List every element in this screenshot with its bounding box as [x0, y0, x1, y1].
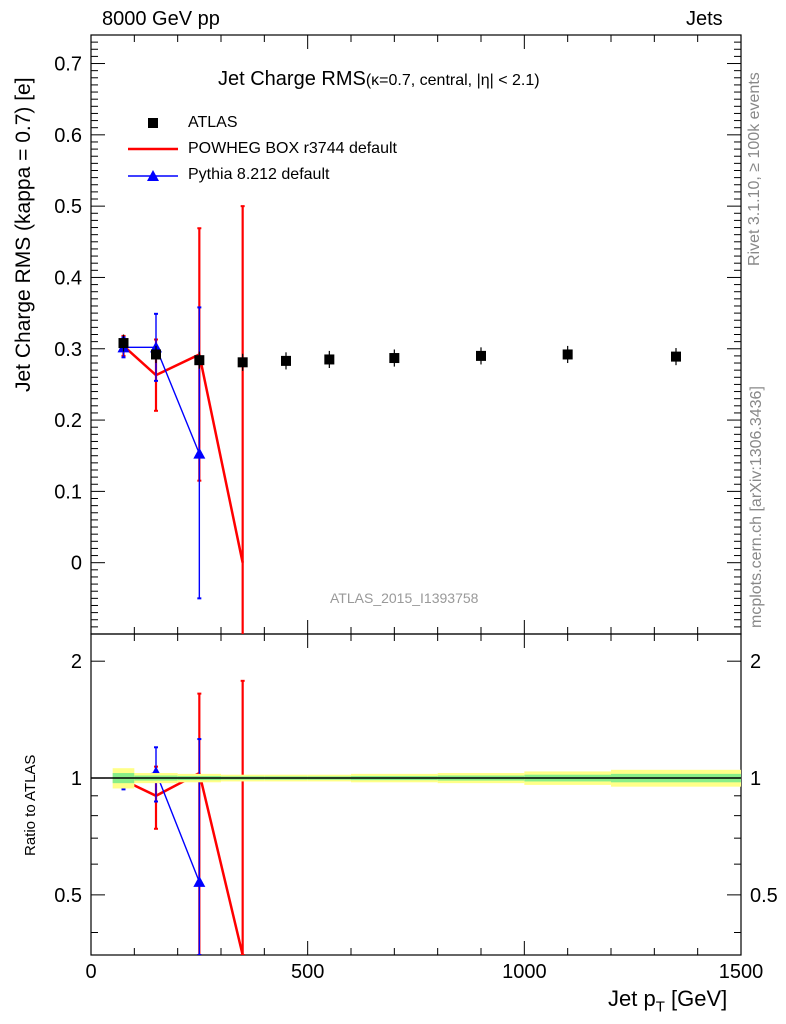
atlas-marker	[237, 357, 248, 368]
ratio-y-tick-label-right: 2	[750, 651, 761, 673]
ratio-frame	[90, 633, 742, 956]
atlas-marker	[671, 351, 681, 362]
y-tick-label: 0.7	[54, 54, 82, 76]
category-label: Jets	[686, 8, 723, 30]
atlas-marker	[151, 349, 161, 360]
atlas-marker	[324, 354, 335, 365]
analysis-watermark: ATLAS_2015_I1393758	[330, 590, 479, 606]
x-tick-label: 1500	[719, 961, 764, 983]
pythia-line	[123, 346, 200, 454]
x-tick-label: 0	[85, 961, 96, 983]
atlas-marker	[281, 355, 291, 366]
y-tick-label: 0.1	[54, 481, 82, 503]
atlas-marker	[389, 353, 400, 364]
legend-label-powheg: POWHEG BOX r3744 default	[188, 140, 397, 157]
ratio-y-tick-label-right: 0.5	[750, 885, 778, 907]
atlas-marker	[118, 338, 129, 349]
mcplots-label: mcplots.cern.ch [arXiv:1306.3436]	[748, 386, 765, 628]
powheg-ratio-line	[122, 771, 244, 955]
ratio-y-tick-label: 2	[71, 651, 82, 673]
collision-label: 8000 GeV pp	[102, 8, 220, 30]
x-axis-label-sub: T	[655, 998, 665, 1016]
atlas-marker	[194, 355, 205, 366]
ratio-y-tick-label-right: 1	[750, 768, 761, 790]
pythia-marker	[193, 447, 206, 459]
ratio-y-tick-label: 0.5	[54, 885, 82, 907]
powheg-line	[122, 344, 244, 563]
y-tick-label: 0.6	[54, 125, 82, 147]
plot-title-main: Jet Charge RMS	[218, 68, 366, 90]
plot-title-detail: (κ=0.7, central, |η| < 2.1)	[365, 72, 540, 89]
y-tick-label: 0.5	[54, 196, 82, 218]
atlas-marker	[476, 350, 486, 361]
plot-title: Jet Charge RMS(κ=0.7, central, |η| < 2.1…	[218, 68, 540, 91]
legend-label-pythia: Pythia 8.212 default	[188, 166, 330, 183]
legend-marker-atlas	[148, 118, 158, 128]
x-axis-label-unit: [GeV]	[671, 986, 728, 1011]
pythia-ratio-marker	[193, 875, 206, 887]
x-axis-label: Jet pT [GeV]	[608, 986, 727, 1015]
atlas-marker	[562, 349, 573, 360]
legend-label-atlas: ATLAS	[188, 114, 238, 131]
ratio-plot-area	[117, 679, 245, 955]
y-axis-label-main: Jet Charge RMS (kappa = 0.7) [e]	[12, 77, 35, 392]
y-tick-label: 0.2	[54, 410, 82, 432]
y-tick-label: 0.4	[54, 267, 82, 289]
y-tick-label: 0.3	[54, 339, 82, 361]
y-axis-label-ratio: Ratio to ATLAS	[22, 754, 39, 856]
main-plot-area	[117, 205, 681, 634]
ratio-y-tick-label: 1	[71, 768, 82, 790]
y-tick-label: 0	[71, 553, 82, 575]
x-axis-label-main: Jet p	[608, 986, 656, 1011]
x-tick-label: 500	[291, 961, 324, 983]
rivet-version-label: Rivet 3.1.10, ≥ 100k events	[746, 72, 763, 266]
legend-marker-pythia	[147, 170, 159, 181]
pythia-ratio-line	[123, 771, 200, 883]
x-tick-label: 1000	[502, 961, 547, 983]
